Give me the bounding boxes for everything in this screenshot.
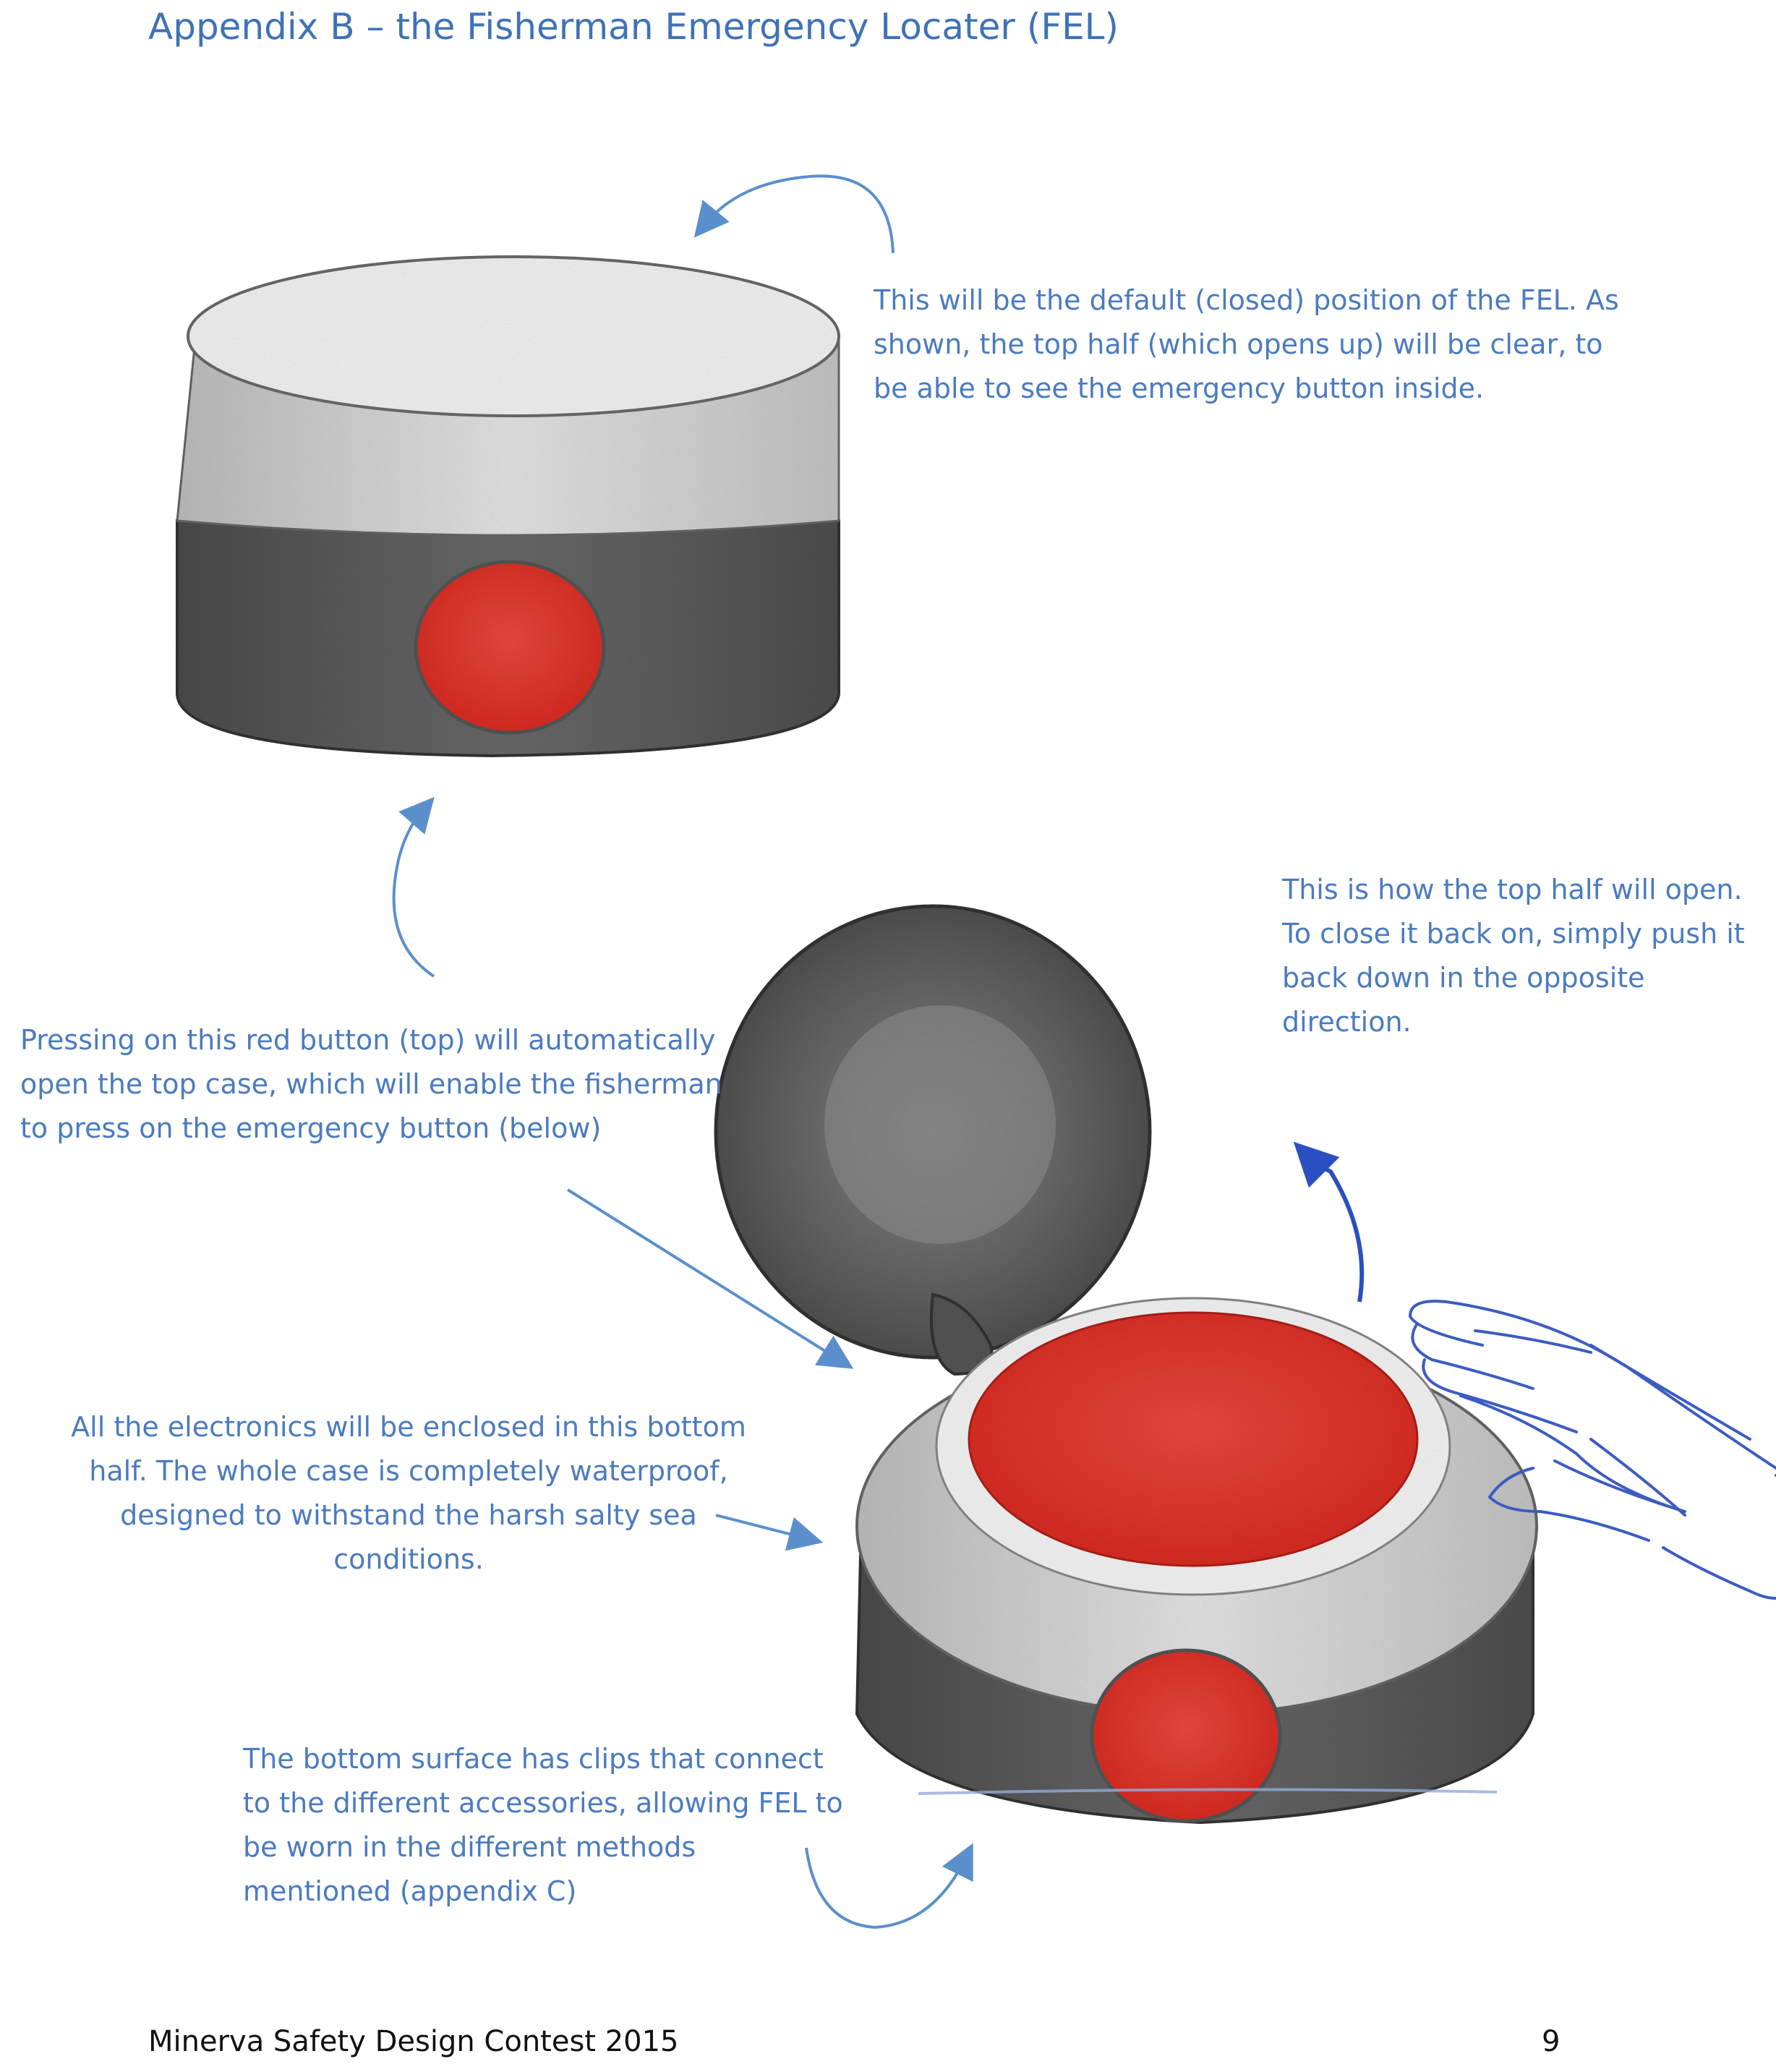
bottom-surface-curved-arrow [805, 1843, 973, 1930]
electronics-arrow [715, 1514, 824, 1551]
electronics-note: All the electronics will be enclosed in … [65, 1405, 752, 1582]
note-line: to press on the emergency button (below) [20, 1112, 602, 1144]
open-top-note: This is how the top half will open. To c… [1282, 868, 1745, 1044]
note-line: be worn in the different methods [243, 1831, 696, 1863]
note-line: direction. [1282, 1006, 1412, 1038]
closed-position-note: This will be the default (closed) positi… [874, 278, 1619, 411]
note-line: Pressing on this red button (top) will a… [20, 1024, 716, 1056]
open-fel-drawing [714, 904, 1538, 1825]
red-button-diagonal-arrow [566, 1188, 854, 1369]
lid-open-arrow [1293, 1141, 1365, 1303]
note-line: designed to withstand the harsh salty se… [120, 1499, 697, 1531]
note-line: This is how the top half will open. [1282, 874, 1743, 905]
page-title: Appendix B – the Fisherman Emergency Loc… [148, 6, 1119, 48]
note-line: back down in the opposite [1282, 962, 1645, 994]
red-button-curved-arrow [392, 796, 435, 978]
note-line: half. The whole case is completely water… [89, 1455, 728, 1487]
bottom-surface-note: The bottom surface has clips that connec… [243, 1737, 843, 1914]
note-line: to the different accessories, allowing F… [243, 1787, 843, 1819]
note-line: The bottom surface has clips that connec… [243, 1743, 824, 1775]
red-button-note: Pressing on this red button (top) will a… [20, 1018, 722, 1151]
note-line: be able to see the emergency button insi… [874, 372, 1485, 404]
note-line: mentioned (appendix C) [243, 1875, 577, 1907]
note-line: shown, the top half (which opens up) wil… [874, 328, 1603, 360]
closed-fel-drawing [176, 255, 840, 758]
hand-sketch [1409, 1300, 1776, 1600]
closed-top-curved-arrow [693, 174, 895, 254]
footer-page-number: 9 [1542, 2025, 1561, 2058]
note-line: conditions. [333, 1543, 484, 1575]
note-line: open the top case, which will enable the… [20, 1068, 722, 1100]
footer-contest-name: Minerva Safety Design Contest 2015 [148, 2025, 679, 2058]
note-line: To close it back on, simply push it [1282, 918, 1745, 950]
note-line: This will be the default (closed) positi… [874, 284, 1619, 316]
note-line: All the electronics will be enclosed in … [71, 1411, 746, 1443]
